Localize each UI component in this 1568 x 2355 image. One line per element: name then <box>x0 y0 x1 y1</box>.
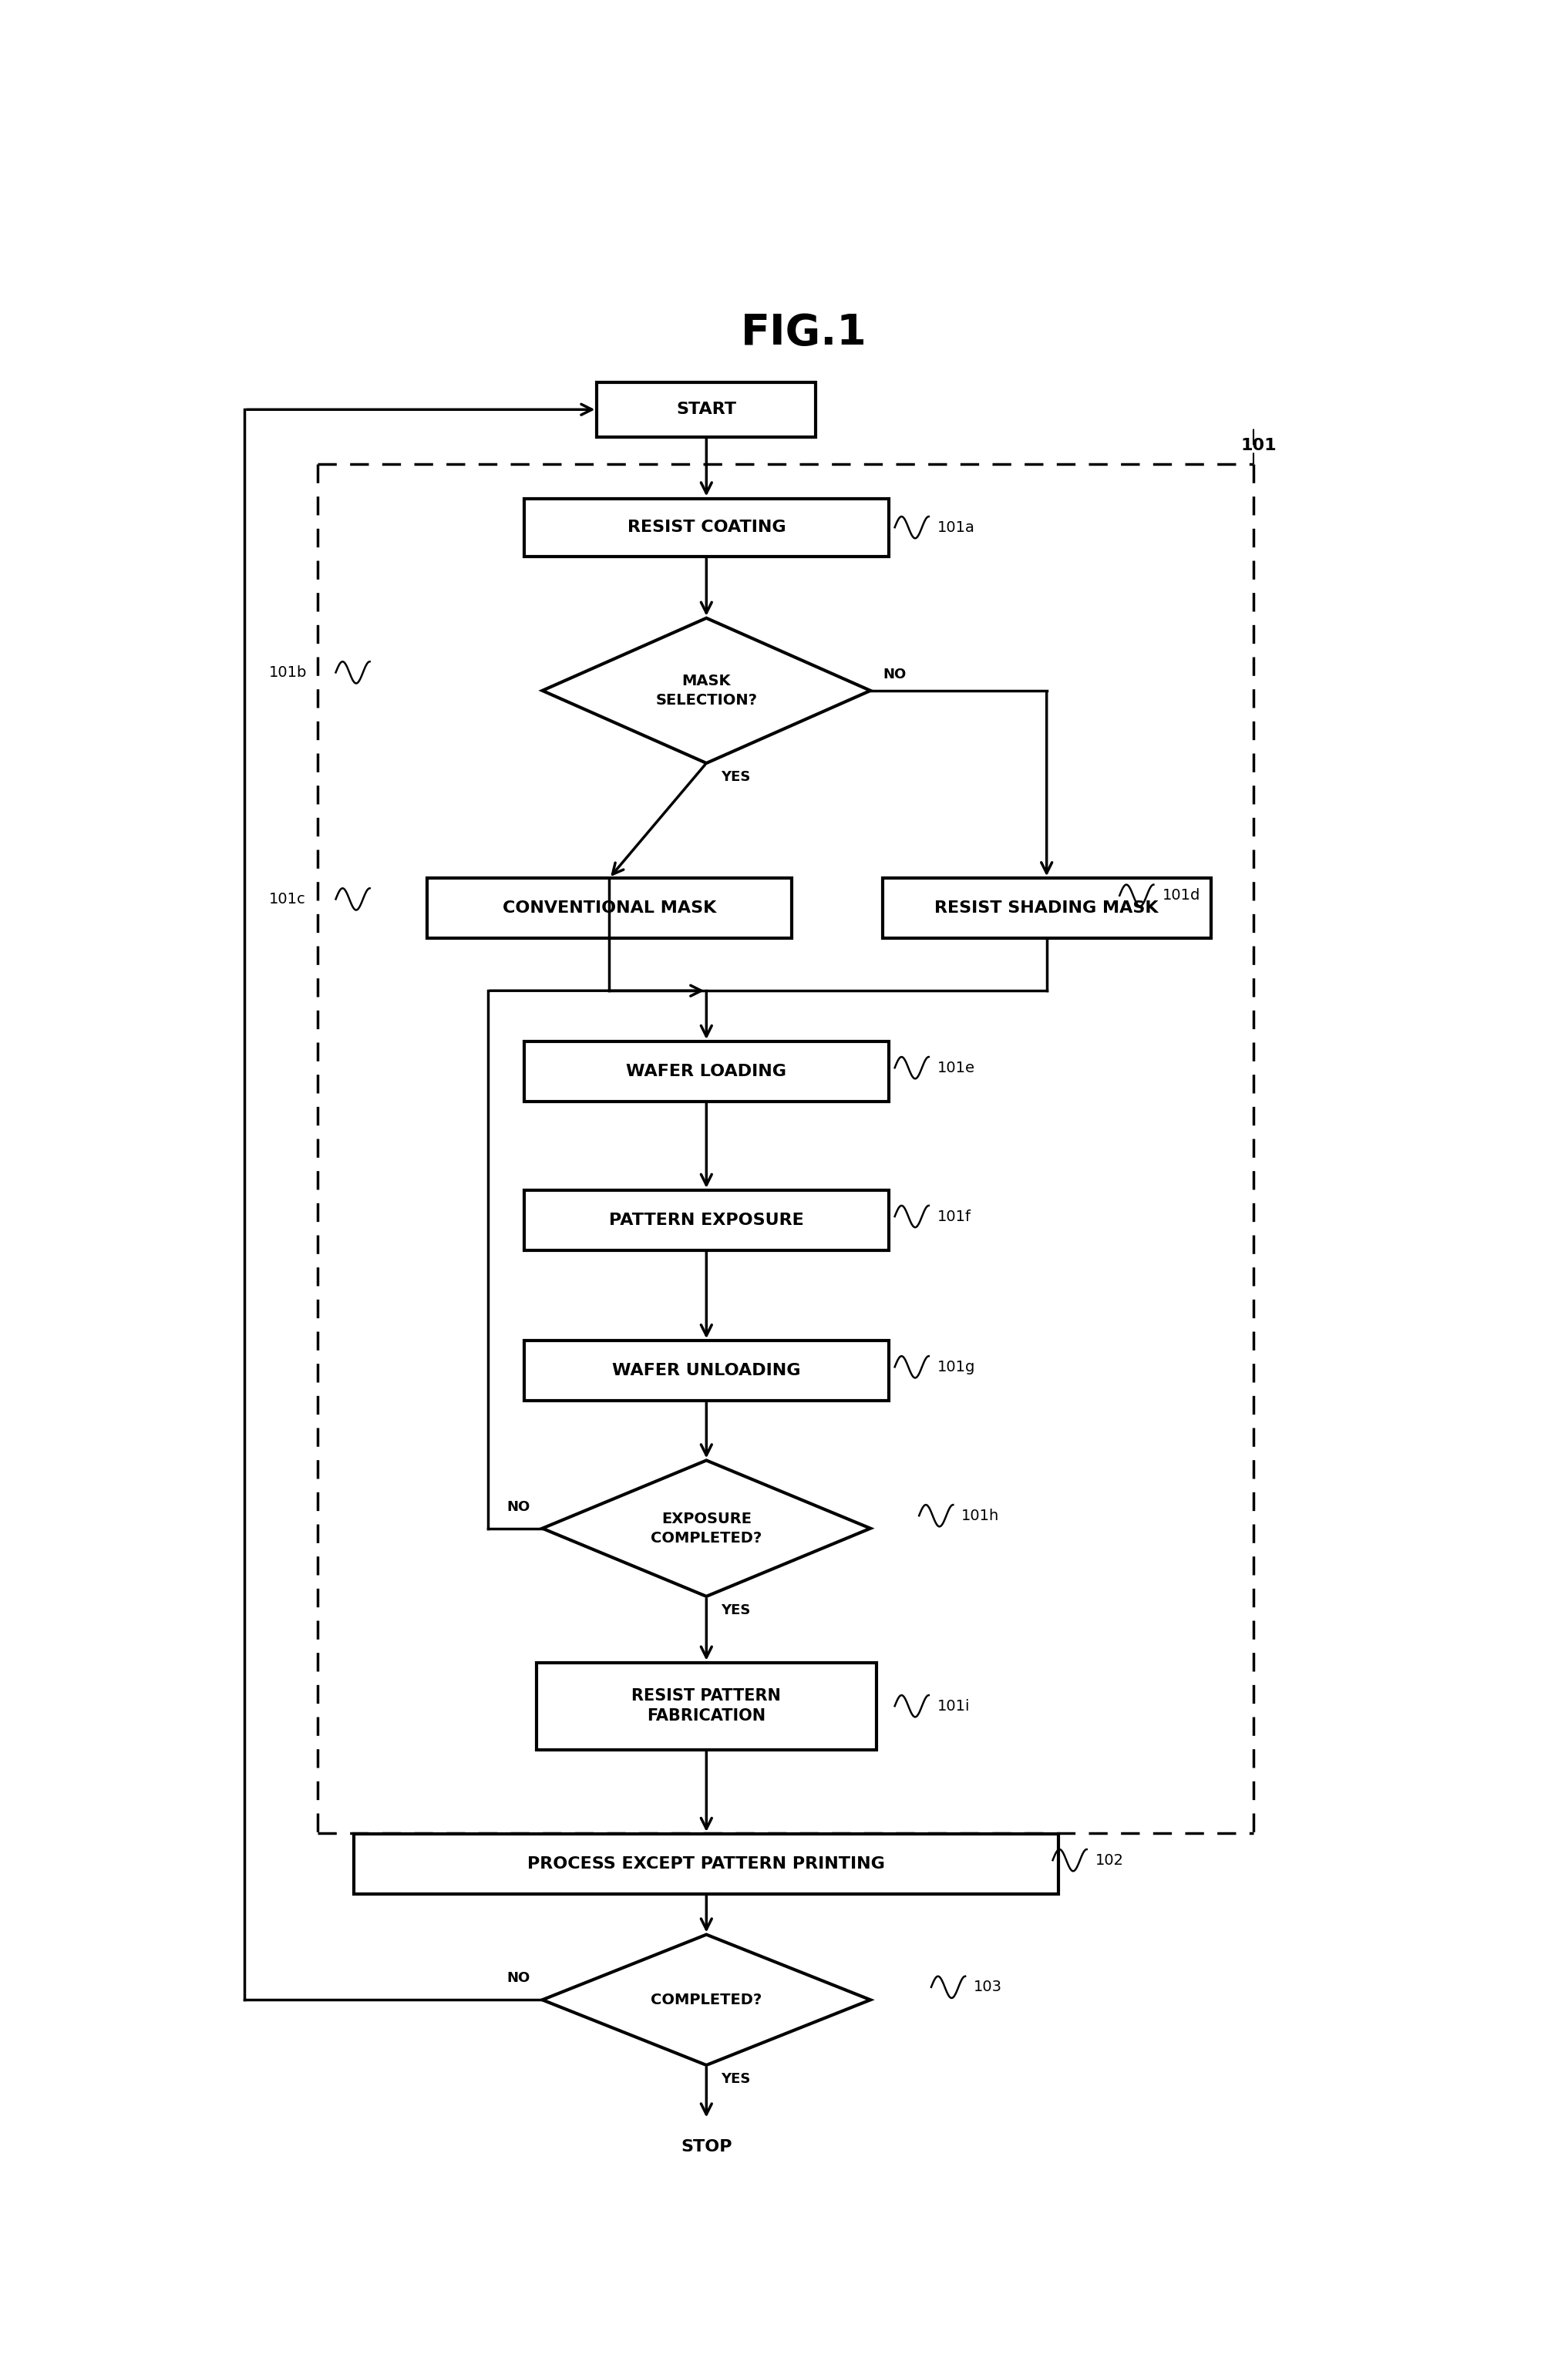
Text: CONVENTIONAL MASK: CONVENTIONAL MASK <box>502 900 717 916</box>
Text: FIG.1: FIG.1 <box>740 313 867 353</box>
Polygon shape <box>543 1460 870 1597</box>
Text: 101a: 101a <box>938 520 975 535</box>
Bar <box>883 878 1210 937</box>
Text: 102: 102 <box>1094 1853 1124 1868</box>
Text: WAFER LOADING: WAFER LOADING <box>626 1064 787 1079</box>
Text: MASK
SELECTION?: MASK SELECTION? <box>655 674 757 706</box>
Text: START: START <box>676 403 737 417</box>
Bar <box>536 1663 877 1750</box>
Polygon shape <box>543 617 870 763</box>
Bar <box>426 878 792 937</box>
Text: 101e: 101e <box>938 1060 975 1076</box>
Bar <box>524 1340 889 1401</box>
Text: PATTERN EXPOSURE: PATTERN EXPOSURE <box>608 1213 804 1227</box>
Text: EXPOSURE
COMPLETED?: EXPOSURE COMPLETED? <box>651 1512 762 1545</box>
Bar <box>524 1041 889 1102</box>
Text: 101f: 101f <box>938 1208 971 1225</box>
Bar <box>354 1835 1058 1893</box>
Text: 101: 101 <box>1242 438 1276 455</box>
Text: 101g: 101g <box>938 1359 975 1375</box>
Text: RESIST COATING: RESIST COATING <box>627 520 786 535</box>
Text: 103: 103 <box>974 1981 1002 1995</box>
Polygon shape <box>543 1933 870 2065</box>
Text: COMPLETED?: COMPLETED? <box>651 1992 762 2006</box>
Text: WAFER UNLOADING: WAFER UNLOADING <box>612 1364 801 1378</box>
Text: RESIST SHADING MASK: RESIST SHADING MASK <box>935 900 1159 916</box>
Text: PROCESS EXCEPT PATTERN PRINTING: PROCESS EXCEPT PATTERN PRINTING <box>527 1856 886 1872</box>
Text: STOP: STOP <box>681 2138 732 2155</box>
Bar <box>597 382 815 436</box>
Text: NO: NO <box>883 669 906 681</box>
Text: 101i: 101i <box>938 1698 971 1714</box>
Text: 101h: 101h <box>961 1507 999 1524</box>
Bar <box>524 499 889 556</box>
Text: YES: YES <box>721 1604 751 1618</box>
Text: 101d: 101d <box>1162 888 1200 902</box>
Text: NO: NO <box>506 1971 530 1985</box>
Bar <box>524 1189 889 1251</box>
Text: 101b: 101b <box>270 664 307 681</box>
Text: YES: YES <box>721 2072 751 2087</box>
Text: 101c: 101c <box>270 893 306 907</box>
Text: YES: YES <box>721 770 751 784</box>
Text: RESIST PATTERN
FABRICATION: RESIST PATTERN FABRICATION <box>632 1689 781 1724</box>
Bar <box>597 2120 815 2174</box>
Text: NO: NO <box>506 1500 530 1514</box>
